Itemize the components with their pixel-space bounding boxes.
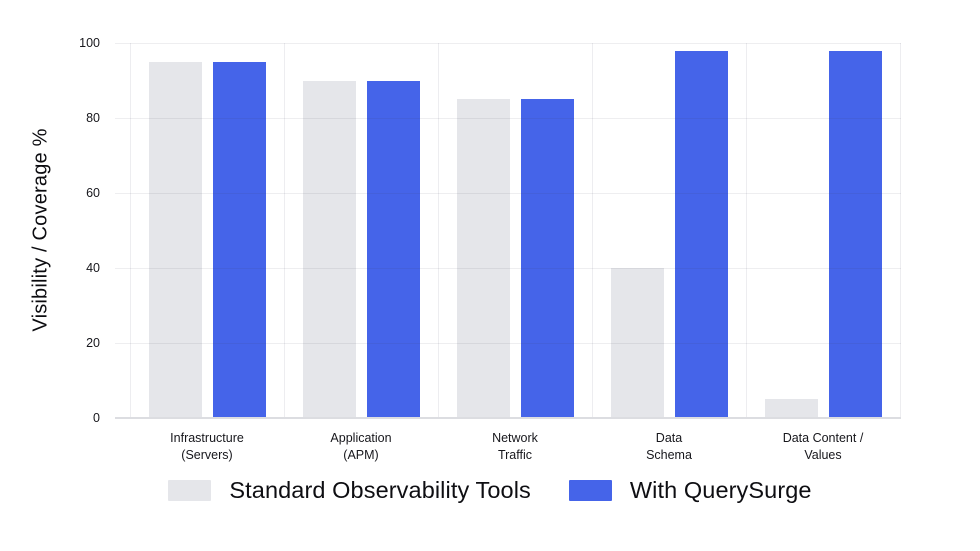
legend: Standard Observability Tools With QuerySu… [0,477,980,504]
gridline [115,342,901,344]
column-divider [900,43,901,418]
column-divider [284,43,285,418]
y-tick-label: 80 [86,111,100,125]
bar-standard-1 [149,61,202,418]
bar-querysurge-3 [521,99,574,418]
legend-item-querysurge: With QuerySurge [568,477,812,504]
column-divider [438,43,439,418]
legend-swatch-icon [168,480,212,501]
legend-label: With QuerySurge [629,477,812,503]
column-divider [592,43,593,418]
x-category-label: Data Schema [646,431,692,462]
legend-label: Standard Observability Tools [229,477,531,503]
y-tick-label: 0 [93,411,100,425]
column-divider [130,43,131,418]
bar-querysurge-2 [367,80,420,418]
y-tick-label: 40 [86,261,100,275]
y-tick-label: 100 [79,36,100,50]
bar-querysurge-1 [213,61,266,418]
bar-standard-2 [303,80,356,418]
y-axis-title: Visibility / Coverage % [29,128,52,332]
bar-standard-3 [457,99,510,418]
gridline [115,117,901,119]
y-tick-label: 20 [86,336,100,350]
column-divider [746,43,747,418]
bar-querysurge-4 [675,50,728,418]
x-category-label: Data Content / Values [782,431,864,462]
x-category-label: Network Traffic [492,431,538,462]
x-category-label: Application (APM) [330,431,392,462]
x-axis-line [115,417,901,419]
x-category-label: Infrastructure (Servers) [170,431,244,462]
bar-standard-4 [611,268,664,418]
gridline [115,192,901,194]
gridline [115,42,901,44]
bar-standard-5 [765,399,818,418]
y-tick-label: 60 [86,186,100,200]
legend-swatch-icon [568,480,612,501]
legend-item-standard: Standard Observability Tools [168,477,531,504]
bar-querysurge-5 [829,50,882,418]
gridline [115,267,901,269]
